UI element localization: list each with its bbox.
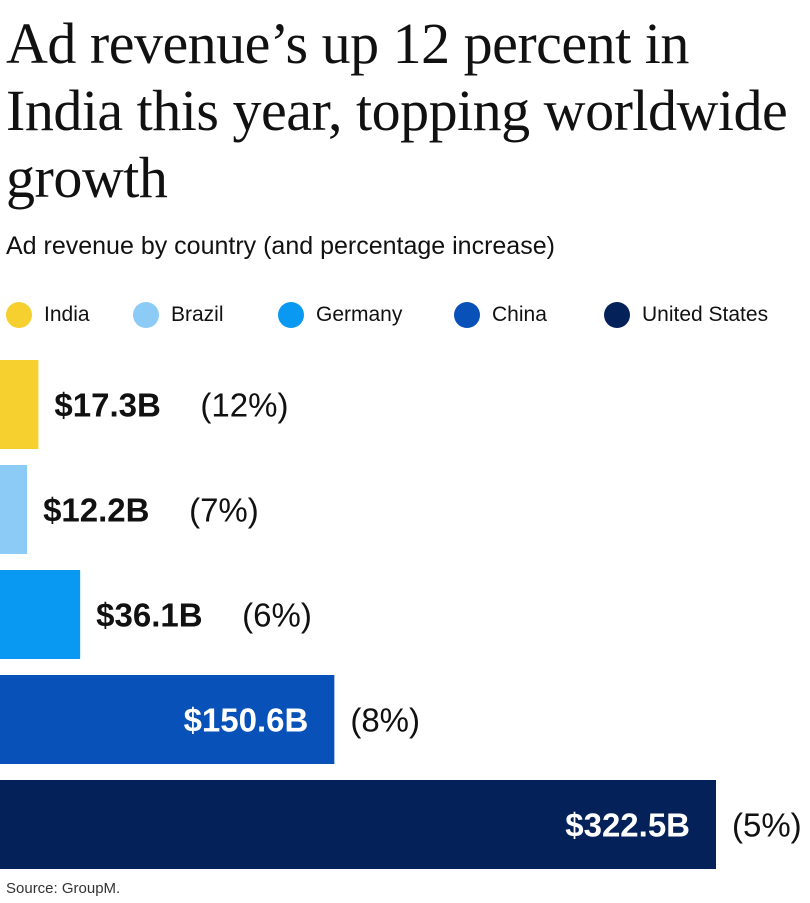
pct-label-germany: (6%) <box>242 597 312 634</box>
bar-china <box>0 675 335 764</box>
legend-label-united-states: United States <box>642 303 769 326</box>
legend-item-germany: Germany <box>278 300 402 330</box>
legend-item-india: India <box>6 300 90 330</box>
legend-swatch-india <box>6 302 32 328</box>
legend-label-china: China <box>492 303 547 326</box>
pct-label-india: (12%) <box>200 387 288 424</box>
source-note: Source: GroupM. <box>6 880 121 897</box>
legend-item-brazil: Brazil <box>133 300 224 330</box>
pct-label-united-states: (5%) <box>732 807 802 844</box>
bar-india <box>0 360 39 449</box>
pct-label-brazil: (7%) <box>189 492 259 529</box>
legend-swatch-germany <box>278 302 304 328</box>
bar-chart: $17.3B (12%) $12.2B (7%) $36.1B (6%) $150.6B (8… <box>0 360 802 869</box>
bar-united-states <box>0 780 716 869</box>
value-label-china: $150.6B <box>184 702 309 739</box>
legend: India Brazil Germany China United States <box>6 300 806 330</box>
legend-label-india: India <box>44 303 90 326</box>
value-label-germany: $36.1B <box>96 597 202 634</box>
legend-label-germany: Germany <box>316 303 403 326</box>
bar-germany <box>0 570 81 659</box>
chart-title: Ad revenue’s up 12 percent in India this… <box>6 11 788 210</box>
chart-subtitle: Ad revenue by country (and percentage in… <box>6 232 555 260</box>
value-label-brazil: $12.2B <box>43 492 149 529</box>
bar-brazil <box>0 465 28 554</box>
pct-label-china: (8%) <box>350 702 420 739</box>
legend-label-brazil: Brazil <box>171 303 224 326</box>
value-label-india: $17.3B <box>54 387 160 424</box>
legend-swatch-china <box>454 302 480 328</box>
value-label-united-states: $322.5B <box>565 807 690 844</box>
legend-item-united-states: United States <box>604 300 768 330</box>
legend-swatch-brazil <box>133 302 159 328</box>
legend-swatch-united-states <box>604 302 630 328</box>
legend-item-china: China <box>454 300 547 330</box>
